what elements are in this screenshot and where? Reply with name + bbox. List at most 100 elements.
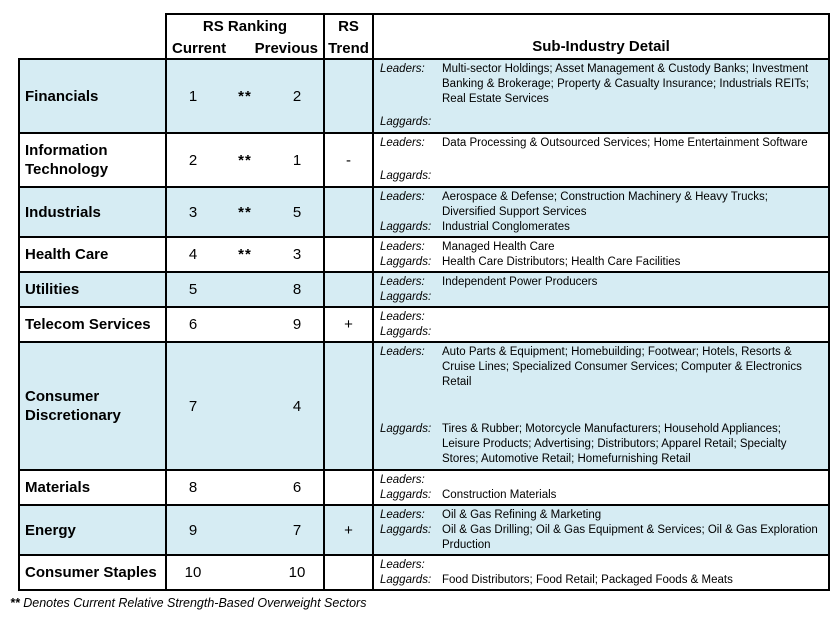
laggards-label: Laggards:: [380, 524, 432, 536]
sector-row: Consumer Staples 10 10 Leaders: Laggards…: [18, 554, 830, 591]
current-rank-value: 1: [188, 87, 198, 105]
trend-value: [323, 271, 374, 308]
laggards-line: Laggards: Oil & Gas Drilling; Oil & Gas …: [380, 523, 818, 553]
overweight-marker: **: [238, 87, 252, 105]
sector-row: Industrials 3 ** 5 Leaders: Aerospace & …: [18, 186, 830, 238]
previous-rank-value: 3: [292, 246, 302, 263]
trend-value: [323, 186, 374, 238]
rs-ranking-table: RS Ranking RS Sub-Industry Detail Curren…: [18, 13, 830, 591]
leaders-line: Leaders: Data Processing & Outsourced Se…: [380, 136, 818, 151]
laggards-label: Laggards:: [380, 574, 432, 586]
laggards-label: Laggards:: [380, 326, 432, 338]
rs-ranking-header: RS Ranking: [165, 13, 325, 38]
sector-row: Consumer Discretionary 7 4 Leaders: Auto…: [18, 341, 830, 471]
leaders-line: Leaders: Oil & Gas Refining & Marketing: [380, 508, 818, 523]
sub-industry-detail-cell: Leaders: Multi-sector Holdings; Asset Ma…: [372, 58, 830, 134]
sector-row: Financials 1 ** 2 Leaders: Multi-sector …: [18, 58, 830, 134]
laggards-text: Health Care Distributors; Health Care Fa…: [442, 256, 681, 268]
leaders-text: Multi-sector Holdings; Asset Management …: [442, 63, 809, 105]
previous-rank-value: 6: [292, 479, 302, 496]
leaders-line: Leaders: Independent Power Producers: [380, 275, 818, 290]
laggards-line: Laggards: Tires & Rubber; Motorcycle Man…: [380, 422, 818, 467]
rank-cell: 8 6: [165, 469, 325, 506]
sub-industry-detail-cell: Leaders: Independent Power Producers Lag…: [372, 271, 830, 308]
previous-rank-value: 1: [292, 151, 302, 169]
leaders-line: Leaders:: [380, 310, 818, 325]
trend-value: -: [323, 132, 374, 188]
sector-row: Health Care 4 ** 3 Leaders: Managed Heal…: [18, 236, 830, 273]
sector-name: Utilities: [18, 271, 167, 308]
current-rank-value: 10: [184, 564, 202, 581]
rank-cell: 9 7: [165, 504, 325, 556]
sector-name: Information Technology: [18, 132, 167, 188]
laggards-line: Laggards:: [380, 325, 818, 340]
footnote-marker: **: [10, 596, 20, 610]
sub-industry-detail-cell: Leaders: Laggards: Construction Material…: [372, 469, 830, 506]
sector-name: Energy: [18, 504, 167, 556]
leaders-label: Leaders:: [380, 509, 425, 521]
sector-row: Information Technology 2 ** 1 - Leaders:…: [18, 132, 830, 188]
current-rank-value: 2: [188, 151, 198, 169]
leaders-line: Leaders:: [380, 558, 818, 573]
leaders-line: Leaders:: [380, 473, 818, 488]
laggards-text: Industrial Conglomerates: [442, 221, 570, 233]
rank-cell: 2 ** 1: [165, 132, 325, 188]
leaders-text: Oil & Gas Refining & Marketing: [442, 509, 602, 521]
rank-cell: 6 9: [165, 306, 325, 343]
previous-rank-value: 7: [292, 521, 302, 539]
header-row-1: RS Ranking RS Sub-Industry Detail: [19, 13, 830, 60]
laggards-line: Laggards:: [380, 290, 818, 305]
leaders-label: Leaders:: [380, 63, 425, 75]
table-body: Financials 1 ** 2 Leaders: Multi-sector …: [18, 58, 830, 591]
laggards-line: Laggards:: [380, 115, 818, 130]
header-spacer: [19, 38, 166, 59]
laggards-label: Laggards:: [380, 170, 432, 182]
sub-industry-detail-cell: Leaders: Aerospace & Defense; Constructi…: [372, 186, 830, 238]
laggards-line: Laggards: Health Care Distributors; Heal…: [380, 255, 818, 270]
sector-name: Industrials: [18, 186, 167, 238]
laggards-text: Oil & Gas Drilling; Oil & Gas Equipment …: [442, 524, 818, 551]
sector-row: Energy 9 7 + Leaders: Oil & Gas Refining…: [18, 504, 830, 556]
leaders-label: Leaders:: [380, 559, 425, 571]
leaders-line: Leaders: Multi-sector Holdings; Asset Ma…: [380, 62, 818, 107]
laggards-text: Tires & Rubber; Motorcycle Manufacturers…: [442, 423, 787, 465]
sector-row: Utilities 5 8 Leaders: Independent Power…: [18, 271, 830, 308]
overweight-marker: **: [238, 246, 252, 263]
rank-cell: 5 8: [165, 271, 325, 308]
leaders-label: Leaders:: [380, 276, 425, 288]
laggards-line: Laggards: Construction Materials: [380, 488, 818, 503]
trend-value: [323, 554, 374, 591]
previous-column-header: Previous: [254, 39, 318, 57]
previous-rank-value: 2: [292, 87, 302, 105]
overweight-marker: **: [238, 151, 252, 169]
laggards-text: Food Distributors; Food Retail; Packaged…: [442, 574, 733, 586]
laggards-label: Laggards:: [380, 423, 432, 435]
leaders-line: Leaders: Aerospace & Defense; Constructi…: [380, 190, 818, 220]
laggards-label: Laggards:: [380, 489, 432, 501]
current-previous-header: Current Previous: [165, 38, 325, 60]
sector-name: Consumer Discretionary: [18, 341, 167, 471]
current-rank-value: 5: [188, 281, 198, 298]
sub-industry-detail-header: Sub-Industry Detail: [372, 13, 830, 60]
laggards-label: Laggards:: [380, 256, 432, 268]
leaders-label: Leaders:: [380, 474, 425, 486]
previous-rank-value: 5: [292, 203, 302, 221]
trend-value: +: [323, 306, 374, 343]
leaders-label: Leaders:: [380, 311, 425, 323]
leaders-label: Leaders:: [380, 191, 425, 203]
sector-name: Materials: [18, 469, 167, 506]
trend-value: +: [323, 504, 374, 556]
sub-industry-detail-cell: Leaders: Oil & Gas Refining & Marketing …: [372, 504, 830, 556]
current-rank-value: 3: [188, 203, 198, 221]
current-rank-value: 4: [188, 246, 198, 263]
rank-cell: 1 ** 2: [165, 58, 325, 134]
trend-value: [323, 236, 374, 273]
previous-rank-value: 4: [292, 397, 302, 415]
laggards-label: Laggards:: [380, 116, 432, 128]
overweight-marker: **: [238, 203, 252, 221]
current-rank-value: 8: [188, 479, 198, 496]
leaders-text: Managed Health Care: [442, 241, 555, 253]
trend-value: [323, 469, 374, 506]
laggards-label: Laggards:: [380, 221, 432, 233]
laggards-line: Laggards: Industrial Conglomerates: [380, 220, 818, 235]
